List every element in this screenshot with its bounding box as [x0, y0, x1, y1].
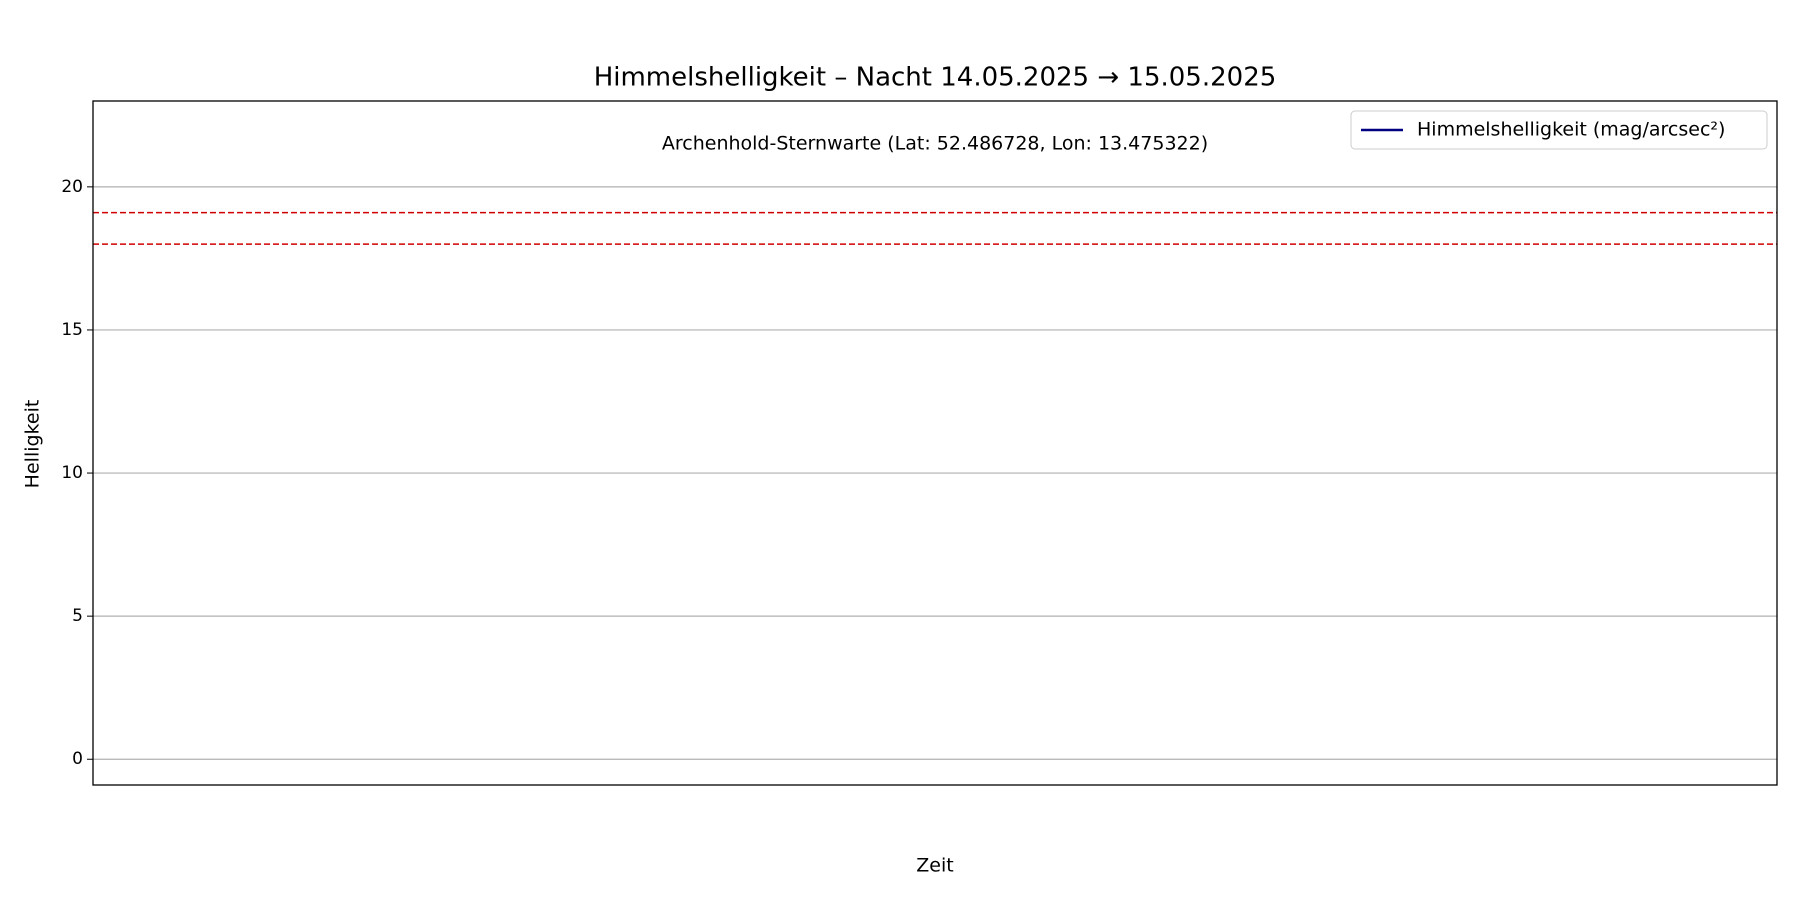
x-axis-label: Zeit	[916, 855, 953, 877]
y-axis-label: Helligkeit	[22, 400, 44, 489]
legend-box	[1350, 110, 1768, 150]
plot-frame	[92, 100, 1778, 786]
y-tick-label: 10	[61, 463, 83, 483]
y-tick-label: 15	[61, 320, 83, 340]
chart-title: Himmelshelligkeit – Nacht 14.05.2025 → 1…	[594, 63, 1277, 93]
y-tick-label: 0	[72, 749, 83, 769]
y-tick-label: 5	[72, 606, 83, 626]
legend-label: Himmelshelligkeit (mag/arcsec²)	[1417, 119, 1725, 141]
subtitle: Archenhold-Sternwarte (Lat: 52.486728, L…	[662, 133, 1208, 155]
y-tick-label: 20	[61, 177, 83, 197]
